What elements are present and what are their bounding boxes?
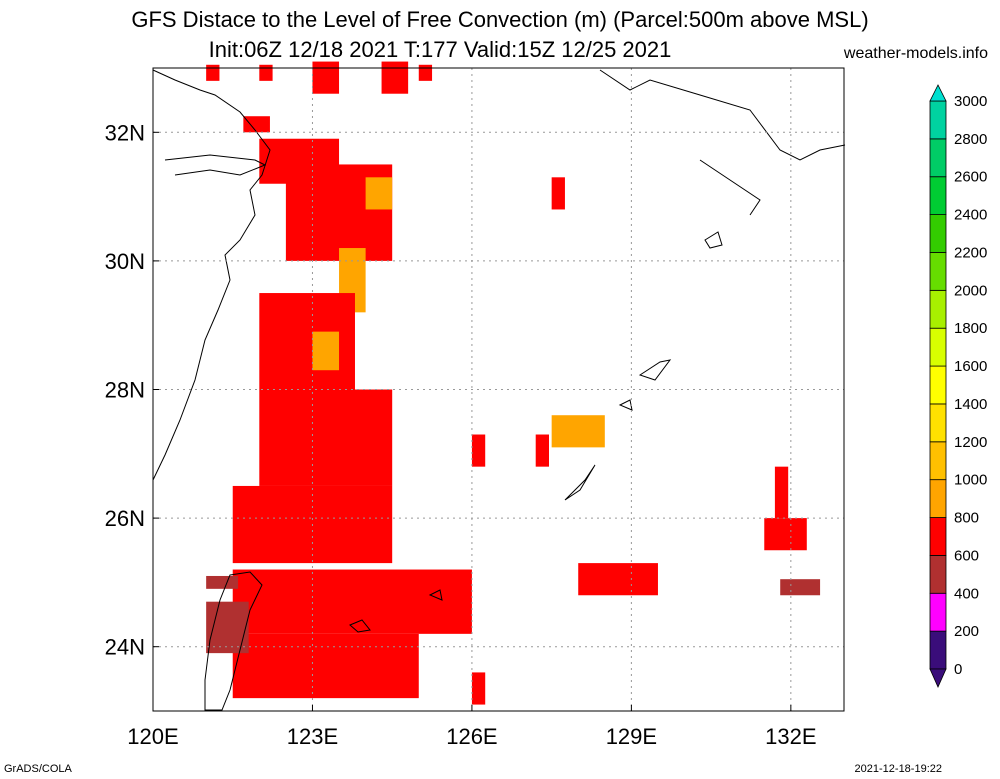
ryukyu-island: [618, 399, 633, 411]
colorbar-label: 2000: [954, 282, 987, 299]
ishigaki-island: [349, 619, 371, 633]
x-tick-label: 126E: [446, 724, 497, 749]
colorbar-segment: [929, 100, 947, 140]
colorbar-label: 3000: [954, 93, 987, 110]
colorbar-segment: [929, 138, 947, 178]
colorbar-label: 2800: [954, 131, 987, 148]
field-cells: [206, 61, 821, 705]
field-cell: [774, 466, 789, 519]
field-cell: [206, 64, 220, 81]
field-cell: [764, 518, 807, 551]
japan-coast: [599, 69, 846, 216]
y-tick-label: 24N: [105, 635, 145, 660]
colorbar-label: 2600: [954, 169, 987, 186]
field-cell: [312, 61, 340, 94]
colorbar-label: 1800: [954, 320, 987, 337]
colorbar-segment: [929, 517, 947, 556]
colorbar-label: 0: [954, 661, 962, 678]
map-title: GFS Distace to the Level of Free Convect…: [131, 7, 869, 32]
field-cell: [471, 672, 486, 705]
y-axis: 24N 26N 28N 30N 32N: [105, 120, 159, 660]
kyushu-island: [704, 231, 723, 249]
miyako-island: [428, 589, 443, 601]
field-cell: [206, 575, 239, 589]
x-tick-label: 123E: [287, 724, 338, 749]
colorbar-label: 1600: [954, 358, 987, 375]
amami-island: [638, 359, 672, 381]
colorbar-label: 600: [954, 547, 979, 564]
colorbar-segment: [929, 289, 947, 329]
field-cell: [232, 633, 419, 699]
colorbar-label: 400: [954, 585, 979, 602]
field-cell: [339, 392, 382, 409]
colorbar-legend: 0 200 400 600 800 1000 1200 1400 1600 1800 2000 220…: [929, 84, 987, 688]
colorbar-label: 2200: [954, 244, 987, 261]
y-tick-label: 32N: [105, 120, 145, 145]
okinawa-island: [564, 464, 596, 501]
colorbar-segment: [929, 630, 947, 670]
coastlines: [152, 69, 846, 711]
colorbar-segment: [929, 592, 947, 632]
footer-credit: GrADS/COLA: [4, 763, 72, 775]
field-cell: [780, 579, 821, 596]
colorbar-label: 800: [954, 510, 979, 527]
china-coast: [152, 69, 271, 481]
y-tick-label: 26N: [105, 506, 145, 531]
website-label: weather-models.info: [843, 45, 988, 62]
field-cell: [418, 64, 433, 81]
colorbar-label: 200: [954, 623, 979, 640]
colorbar-label: 1400: [954, 396, 987, 413]
colorbar-segment: [929, 365, 947, 405]
field-cell: [381, 61, 409, 94]
colorbar-top-arrow: [929, 84, 947, 102]
field-cell: [578, 563, 658, 596]
field-cell: [365, 177, 393, 210]
taiwan-coast: [204, 571, 263, 711]
colorbar-label: 1000: [954, 472, 987, 489]
field-cell: [471, 434, 486, 467]
colorbar-segment: [929, 441, 947, 481]
x-axis: 120E 123E 126E 129E 132E: [127, 705, 817, 749]
x-tick-label: 120E: [127, 724, 178, 749]
colorbar-segment: [929, 555, 947, 594]
field-cell: [232, 569, 472, 634]
field-cell: [312, 331, 340, 371]
field-cell: [243, 116, 270, 133]
colorbar-segment: [929, 479, 947, 518]
colorbar-label: 1200: [954, 434, 987, 451]
field-cell: [259, 293, 355, 390]
colorbar-segment: [929, 327, 947, 367]
x-tick-label: 132E: [765, 724, 816, 749]
colorbar-segment: [929, 176, 947, 216]
field-cell: [206, 601, 249, 654]
footer-timestamp: 2021-12-18-19:22: [854, 763, 942, 775]
colorbar-segment: [929, 252, 947, 291]
y-tick-label: 28N: [105, 378, 145, 403]
yangtze-estuary: [164, 154, 267, 176]
field-cell: [259, 64, 273, 81]
field-cell: [535, 434, 549, 467]
colorbar-label: 2400: [954, 207, 987, 224]
colorbar-bottom-arrow: [929, 668, 947, 688]
field-cell: [551, 415, 605, 448]
field-cell: [551, 177, 565, 210]
x-tick-label: 129E: [606, 724, 657, 749]
colorbar-segment: [929, 403, 947, 443]
y-tick-label: 30N: [105, 249, 145, 274]
colorbar-segment: [929, 214, 947, 253]
map-subtitle: Init:06Z 12/18 2021 T:177 Valid:15Z 12/2…: [208, 37, 672, 62]
